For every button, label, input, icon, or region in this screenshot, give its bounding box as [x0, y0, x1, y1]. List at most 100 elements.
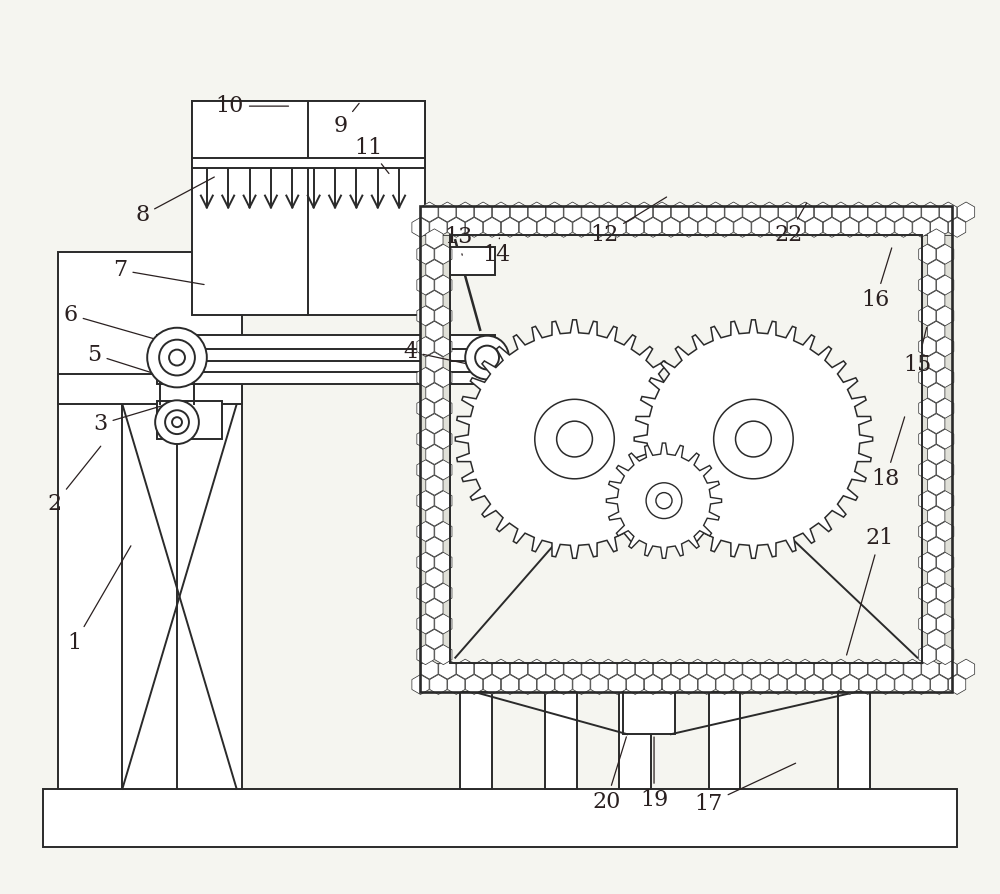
- Circle shape: [169, 350, 185, 366]
- Polygon shape: [937, 614, 954, 634]
- Polygon shape: [421, 202, 438, 222]
- Polygon shape: [770, 217, 787, 237]
- Polygon shape: [940, 659, 957, 679]
- Polygon shape: [841, 675, 858, 695]
- Bar: [460, 693, 492, 789]
- Circle shape: [646, 483, 682, 519]
- Polygon shape: [662, 675, 680, 695]
- Polygon shape: [937, 306, 954, 325]
- Circle shape: [736, 421, 771, 457]
- Polygon shape: [600, 202, 617, 222]
- Polygon shape: [653, 202, 671, 222]
- Polygon shape: [937, 337, 954, 357]
- Polygon shape: [743, 202, 760, 222]
- Polygon shape: [528, 202, 545, 222]
- Polygon shape: [928, 383, 945, 403]
- Polygon shape: [832, 202, 849, 222]
- Polygon shape: [573, 675, 590, 695]
- Polygon shape: [734, 675, 751, 695]
- Polygon shape: [957, 202, 975, 222]
- Polygon shape: [886, 659, 903, 679]
- Polygon shape: [662, 217, 680, 237]
- Polygon shape: [627, 217, 644, 237]
- Polygon shape: [859, 217, 876, 237]
- Text: 19: 19: [640, 737, 668, 811]
- Polygon shape: [698, 675, 715, 695]
- Polygon shape: [426, 568, 443, 587]
- Polygon shape: [417, 275, 434, 295]
- Bar: [420, 206, 952, 693]
- Polygon shape: [435, 614, 452, 634]
- Text: 11: 11: [355, 137, 389, 173]
- Circle shape: [535, 400, 614, 479]
- Polygon shape: [877, 217, 894, 237]
- Bar: [420, 662, 952, 693]
- Polygon shape: [928, 321, 945, 342]
- Polygon shape: [928, 629, 945, 649]
- Circle shape: [147, 328, 207, 387]
- Polygon shape: [426, 352, 443, 372]
- Text: 14: 14: [482, 238, 510, 266]
- Polygon shape: [421, 659, 438, 679]
- Polygon shape: [412, 675, 429, 695]
- Polygon shape: [937, 521, 954, 542]
- Polygon shape: [904, 202, 921, 222]
- Polygon shape: [698, 217, 715, 237]
- Polygon shape: [868, 659, 885, 679]
- Polygon shape: [913, 217, 930, 237]
- Bar: [58, 375, 242, 404]
- Polygon shape: [919, 306, 936, 325]
- Polygon shape: [591, 675, 608, 695]
- Polygon shape: [435, 552, 452, 572]
- Polygon shape: [725, 659, 742, 679]
- Polygon shape: [546, 202, 563, 222]
- Polygon shape: [417, 244, 434, 264]
- Polygon shape: [417, 429, 434, 449]
- Polygon shape: [634, 320, 873, 558]
- Polygon shape: [877, 675, 894, 695]
- Text: 5: 5: [87, 343, 154, 374]
- Circle shape: [165, 410, 189, 434]
- Polygon shape: [671, 202, 688, 222]
- Polygon shape: [707, 659, 724, 679]
- Polygon shape: [435, 491, 452, 510]
- Polygon shape: [537, 675, 554, 695]
- Polygon shape: [937, 583, 954, 603]
- Polygon shape: [474, 659, 492, 679]
- Polygon shape: [426, 229, 443, 249]
- Polygon shape: [609, 675, 626, 695]
- Polygon shape: [435, 337, 452, 357]
- Polygon shape: [922, 659, 939, 679]
- Polygon shape: [805, 675, 823, 695]
- Polygon shape: [609, 217, 626, 237]
- Polygon shape: [635, 202, 653, 222]
- Polygon shape: [716, 675, 733, 695]
- Text: 22: 22: [774, 203, 807, 247]
- Polygon shape: [417, 337, 434, 357]
- Polygon shape: [644, 675, 662, 695]
- Polygon shape: [928, 599, 945, 619]
- Text: 4: 4: [403, 341, 467, 364]
- Polygon shape: [734, 217, 751, 237]
- Polygon shape: [752, 217, 769, 237]
- Polygon shape: [850, 659, 867, 679]
- Polygon shape: [653, 659, 671, 679]
- Polygon shape: [796, 659, 814, 679]
- Polygon shape: [680, 217, 697, 237]
- Polygon shape: [937, 460, 954, 480]
- Polygon shape: [426, 476, 443, 495]
- Circle shape: [155, 401, 199, 444]
- Circle shape: [475, 346, 499, 369]
- Polygon shape: [492, 202, 510, 222]
- Polygon shape: [919, 399, 936, 418]
- Polygon shape: [957, 659, 975, 679]
- Polygon shape: [895, 675, 912, 695]
- Polygon shape: [591, 217, 608, 237]
- Polygon shape: [426, 321, 443, 342]
- Polygon shape: [627, 675, 644, 695]
- Bar: [623, 689, 675, 734]
- Polygon shape: [919, 645, 936, 664]
- Polygon shape: [448, 675, 465, 695]
- Polygon shape: [937, 399, 954, 418]
- Polygon shape: [805, 217, 823, 237]
